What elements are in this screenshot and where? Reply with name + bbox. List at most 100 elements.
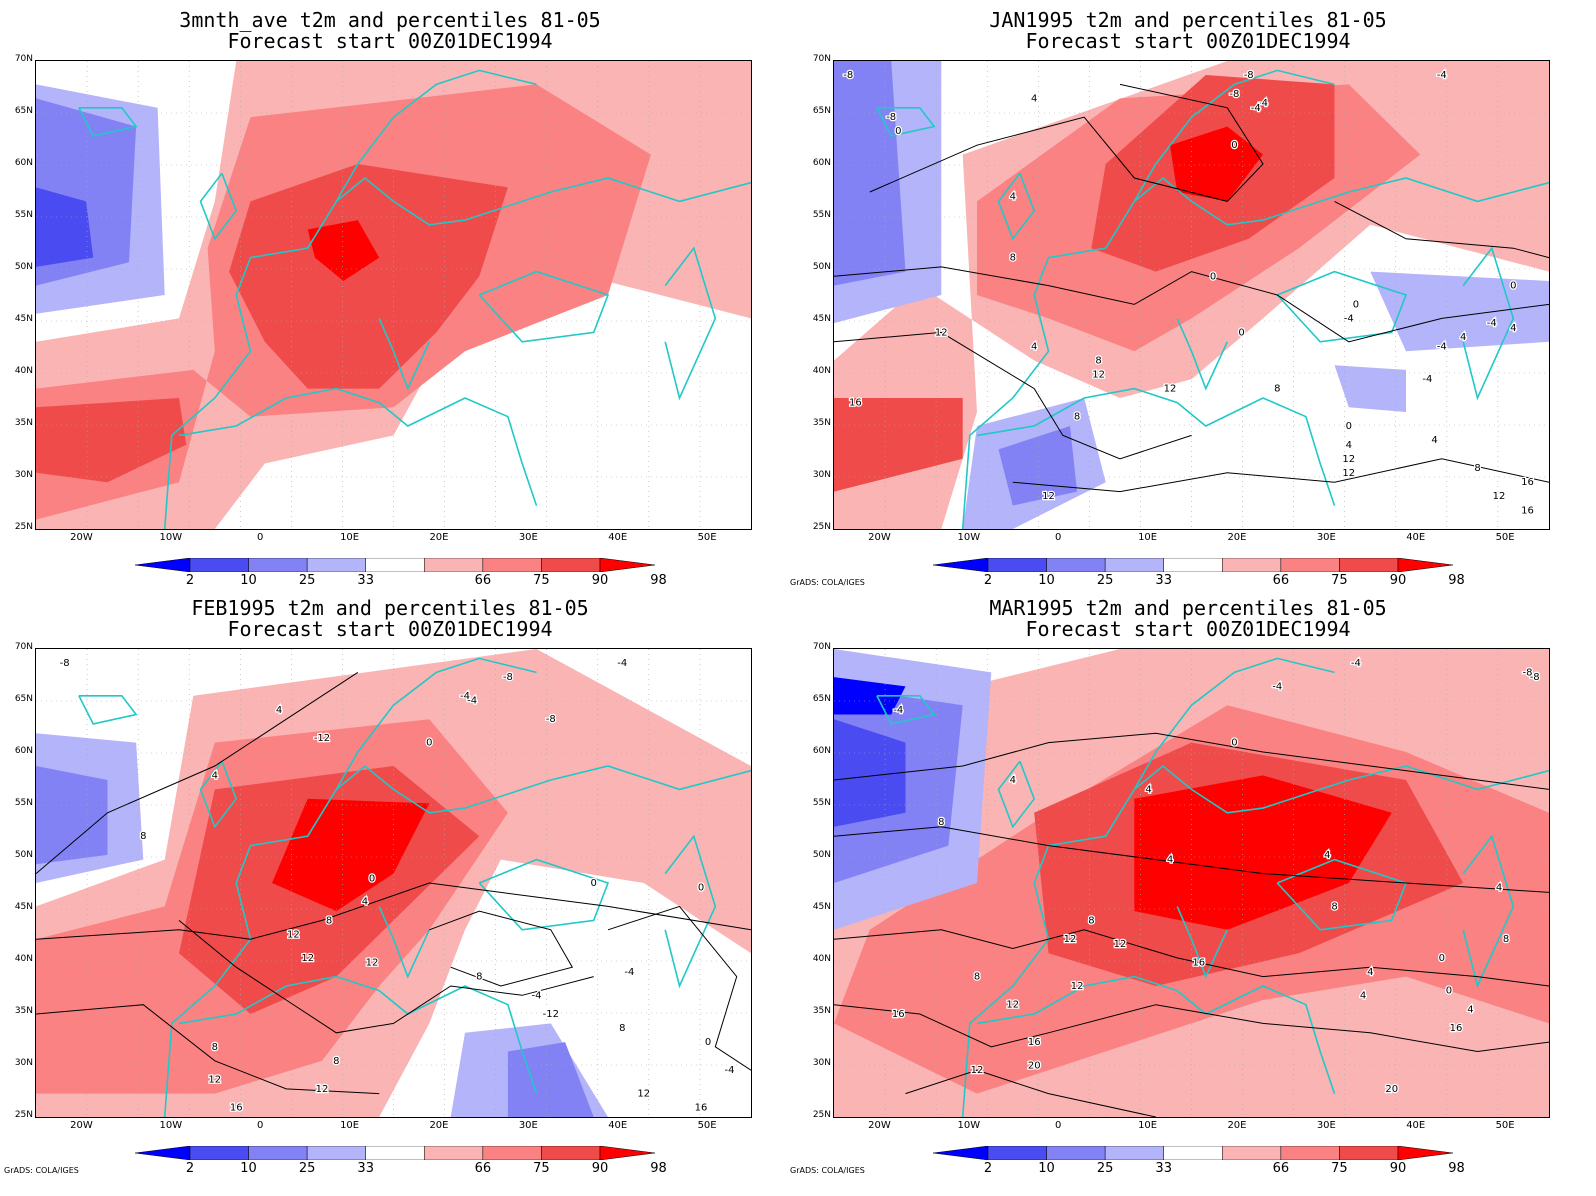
contour-label: -4 bbox=[1437, 70, 1447, 81]
contour-label: 0 bbox=[1353, 299, 1359, 310]
longitude-label: 50E bbox=[1495, 532, 1515, 543]
latitude-label: 70N bbox=[14, 54, 33, 64]
colorbar-arrow-left bbox=[933, 558, 989, 572]
grads-credit-mar: GrADS: COLA/IGES bbox=[790, 1166, 865, 1175]
contour-label: 8 bbox=[1331, 901, 1337, 912]
title-line1: FEB1995 t2m and percentiles 81-05 bbox=[191, 596, 589, 620]
latitude-label: 70N bbox=[812, 642, 831, 652]
colorbar-segment bbox=[1339, 558, 1399, 572]
colorbar-label: 33 bbox=[1155, 573, 1172, 588]
coastline bbox=[961, 764, 1350, 1117]
longitude-label: 20E bbox=[429, 532, 449, 543]
contour-label: 12 bbox=[208, 1075, 221, 1086]
latitude-label: 65N bbox=[812, 694, 831, 704]
longitude-label: 50E bbox=[697, 532, 717, 543]
colorbar-label: 2 bbox=[983, 573, 993, 588]
colorbar-arrow-left bbox=[933, 1146, 989, 1160]
contour-label: -4 bbox=[1272, 681, 1282, 692]
panel-title: 3mnth_ave t2m and percentiles 81-05 Fore… bbox=[0, 10, 780, 52]
contour-label: 4 bbox=[1431, 435, 1437, 446]
colorbar bbox=[933, 1146, 1453, 1160]
contour-label: 12 bbox=[301, 953, 314, 964]
contour-label: 0 bbox=[705, 1037, 711, 1048]
percentile-region-p98 bbox=[272, 798, 430, 912]
contour-label: 12 bbox=[1006, 1000, 1019, 1011]
coastline bbox=[664, 246, 717, 401]
longitude-label: 0 bbox=[1055, 532, 1062, 543]
latitude-label: 50N bbox=[14, 850, 33, 860]
contour-line bbox=[869, 83, 1264, 202]
percentile-region-p98 bbox=[307, 220, 380, 281]
colorbar-segment bbox=[1280, 558, 1340, 572]
longitude-label: 20W bbox=[868, 1120, 891, 1131]
coastline bbox=[1276, 270, 1408, 343]
contour-label: 0 bbox=[705, 1037, 711, 1048]
latitude-label: 35N bbox=[812, 418, 831, 428]
contour-label: -4 bbox=[893, 705, 903, 716]
longitude-label: 40E bbox=[1406, 532, 1426, 543]
contour-label: 4 bbox=[1010, 775, 1016, 786]
longitude-label: 30E bbox=[1316, 1120, 1336, 1131]
contour-label: 4 bbox=[362, 897, 368, 908]
map-area: -8 -4 -8 -4 -12 4 -4 0 -8 4 8 0 0 4 8 12 12 12 -4 8 0 -4 -12 8 0… bbox=[35, 648, 752, 1118]
title-line2: Forecast start 00Z01DEC1994 bbox=[227, 29, 553, 53]
colorbar-label: 25 bbox=[1096, 1161, 1114, 1176]
contour-line bbox=[1334, 200, 1549, 259]
title-line1: 3mnth_ave t2m and percentiles 81-05 bbox=[179, 8, 601, 32]
title-line1: MAR1995 t2m and percentiles 81-05 bbox=[989, 596, 1387, 620]
coastline bbox=[378, 906, 431, 979]
contour-label: 8 bbox=[212, 1042, 218, 1053]
coastline bbox=[876, 106, 936, 137]
colorbar-label: 98 bbox=[650, 1161, 667, 1176]
contour-label: -4 bbox=[1351, 658, 1361, 669]
contour-label: 4 bbox=[1510, 323, 1516, 334]
coastline bbox=[1462, 246, 1515, 401]
contour-line bbox=[834, 732, 1549, 790]
longitude-label: 0 bbox=[257, 532, 264, 543]
contour-label: -8 bbox=[1244, 70, 1254, 81]
contour-label: -4 bbox=[1487, 318, 1497, 329]
panel-3mnth-ave: 3mnth_ave t2m and percentiles 81-05 Fore… bbox=[0, 0, 780, 592]
contour-label: 12 bbox=[1042, 491, 1055, 502]
percentile-region-p98 bbox=[1170, 126, 1263, 202]
percentile-region-p25 bbox=[36, 766, 108, 865]
colorbar-label: 2 bbox=[983, 1161, 993, 1176]
contour-label: 4 bbox=[1346, 440, 1352, 451]
contour-label: 8 bbox=[476, 972, 482, 983]
colorbar-segment bbox=[424, 1146, 484, 1160]
latitude-label: 45N bbox=[812, 314, 831, 324]
latitude-label: 45N bbox=[14, 314, 33, 324]
longitude-label: 50E bbox=[1495, 1120, 1515, 1131]
contour-line bbox=[834, 929, 1549, 987]
contour-label: 8 bbox=[938, 817, 944, 828]
contour-label: 12 bbox=[1114, 939, 1127, 950]
colorbar-segment bbox=[1046, 1146, 1106, 1160]
coastline bbox=[378, 318, 431, 391]
grads-credit-jan: GrADS: COLA/IGES bbox=[790, 578, 865, 587]
contour-label: 8 bbox=[1474, 463, 1480, 474]
longitude-label: 10E bbox=[1138, 532, 1158, 543]
contour-label: -4 bbox=[624, 967, 634, 978]
contour-label: -4 bbox=[1344, 313, 1354, 324]
coastline bbox=[550, 177, 751, 203]
contour-label: 8 bbox=[1274, 384, 1280, 395]
colorbar-label: 75 bbox=[533, 573, 550, 588]
contour-label: 0 bbox=[895, 126, 901, 137]
latitude-label: 60N bbox=[14, 746, 33, 756]
contour-label: -8 bbox=[60, 658, 70, 669]
contour-label: 4 bbox=[276, 705, 282, 716]
percentile-region-p90 bbox=[834, 398, 963, 492]
latitude-label: 35N bbox=[14, 1006, 33, 1016]
latitude-label: 45N bbox=[812, 902, 831, 912]
longitude-label: 20E bbox=[1227, 1120, 1247, 1131]
longitude-label: 30E bbox=[1316, 532, 1336, 543]
longitude-label: 10W bbox=[159, 532, 183, 543]
coastline bbox=[550, 765, 751, 791]
latitude-label: 55N bbox=[812, 210, 831, 220]
map-svg bbox=[36, 61, 751, 529]
colorbar-label: 66 bbox=[474, 573, 492, 588]
latitude-label: 60N bbox=[812, 158, 831, 168]
colorbar-label: 66 bbox=[1272, 1161, 1290, 1176]
contour-label: -8 bbox=[1523, 667, 1533, 678]
colorbar-segment bbox=[1104, 1146, 1164, 1160]
